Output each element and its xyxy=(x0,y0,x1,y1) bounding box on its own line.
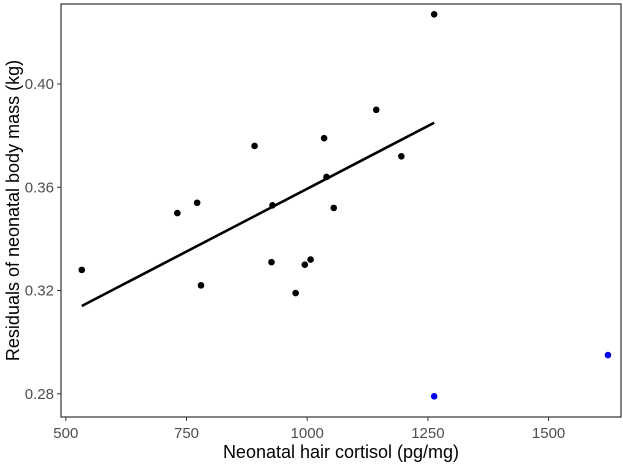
scatter-point xyxy=(193,199,201,207)
scatter-point xyxy=(268,258,275,266)
y-tick-label: 0.36 xyxy=(25,179,54,196)
y-tick-label: 0.40 xyxy=(25,76,54,93)
scatter-point xyxy=(320,134,328,142)
scatter-point xyxy=(372,106,380,114)
x-axis-ticks: 500 750 1000 1250 1500 xyxy=(53,417,565,442)
x-axis-label: Neonatal hair cortisol (pg/mg) xyxy=(223,442,459,462)
scatter-point xyxy=(430,11,438,18)
scatter-point xyxy=(330,204,338,212)
scatter-point xyxy=(251,142,258,150)
scatter-point xyxy=(292,289,299,297)
scatter-point xyxy=(197,282,205,289)
plot-panel xyxy=(60,3,622,418)
y-tick-label: 0.32 xyxy=(25,283,54,300)
y-axis-label: Residuals of neonatal body mass (kg) xyxy=(3,60,23,361)
scatter-point xyxy=(604,351,612,359)
scatter-point xyxy=(78,266,86,274)
scatter-point xyxy=(430,393,438,400)
y-axis-ticks: 0.28 0.32 0.36 0.40 xyxy=(25,76,61,403)
x-tick-label: 500 xyxy=(53,425,78,442)
x-tick-label: 1500 xyxy=(532,425,565,442)
data-points xyxy=(78,11,612,400)
regression-line xyxy=(81,121,435,308)
scatter-point xyxy=(301,261,309,269)
x-tick-label: 750 xyxy=(174,425,199,442)
scatter-point xyxy=(174,209,181,217)
scatter-point xyxy=(398,152,405,160)
scatter-point xyxy=(307,256,314,263)
x-tick-label: 1250 xyxy=(411,425,444,442)
scatter-point xyxy=(323,173,330,181)
y-tick-label: 0.28 xyxy=(25,386,54,403)
x-tick-label: 1000 xyxy=(291,425,324,442)
scatter-point xyxy=(269,202,276,209)
